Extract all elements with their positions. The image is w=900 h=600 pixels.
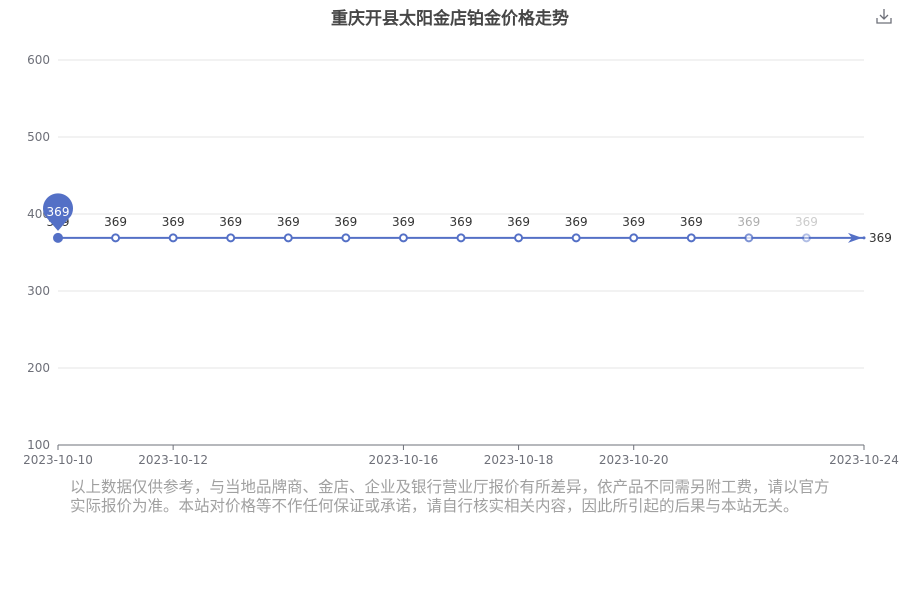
data-label: 369 [680, 215, 703, 229]
data-label: 369 [219, 215, 242, 229]
data-label: 369 [392, 215, 415, 229]
y-tick-label: 200 [27, 361, 50, 375]
y-tick-label: 600 [27, 53, 50, 67]
data-label: 369 [622, 215, 645, 229]
data-label: 369 [334, 215, 357, 229]
highlight-pin [43, 193, 74, 231]
y-tick-label: 500 [27, 130, 50, 144]
highlight-label: 369 [47, 205, 70, 219]
data-point [111, 233, 121, 243]
end-label: 369 [869, 231, 892, 245]
data-point [341, 233, 351, 243]
data-point [226, 233, 236, 243]
data-point [398, 233, 408, 243]
data-point [801, 233, 811, 243]
data-point [514, 233, 524, 243]
x-tick-label: 2023-10-18 [484, 453, 554, 467]
x-tick-label: 2023-10-20 [599, 453, 669, 467]
data-point [283, 233, 293, 243]
x-tick-label: 2023-10-16 [369, 453, 439, 467]
x-tick-label: 2023-10-24 [829, 453, 899, 467]
data-point [744, 233, 754, 243]
download-icon[interactable] [874, 6, 894, 26]
y-tick-label: 100 [27, 438, 50, 452]
data-label: 369 [795, 215, 818, 229]
disclaimer-text: 以上数据仅供参考，与当地品牌商、金店、企业及银行营业厅报价有所差异，依产品不同需… [70, 478, 830, 515]
x-tick-label: 2023-10-10 [23, 453, 93, 467]
data-label: 369 [565, 215, 588, 229]
y-tick-label: 300 [27, 284, 50, 298]
data-point [862, 236, 866, 240]
data-label: 369 [277, 215, 300, 229]
data-label: 369 [104, 215, 127, 229]
highlight-point [53, 232, 63, 243]
data-point [571, 233, 581, 243]
data-point [629, 233, 639, 243]
download-icon-glyph [876, 9, 892, 24]
x-tick-label: 2023-10-12 [138, 453, 208, 467]
data-label: 369 [507, 215, 530, 229]
data-label: 369 [450, 215, 473, 229]
data-point [456, 233, 466, 243]
data-point [686, 233, 696, 243]
data-label: 369 [162, 215, 185, 229]
data-label: 369 [737, 215, 760, 229]
data-point [168, 233, 178, 243]
chart-title: 重庆开县太阳金店铂金价格走势 [331, 9, 569, 29]
line-end-arrow [848, 232, 862, 243]
